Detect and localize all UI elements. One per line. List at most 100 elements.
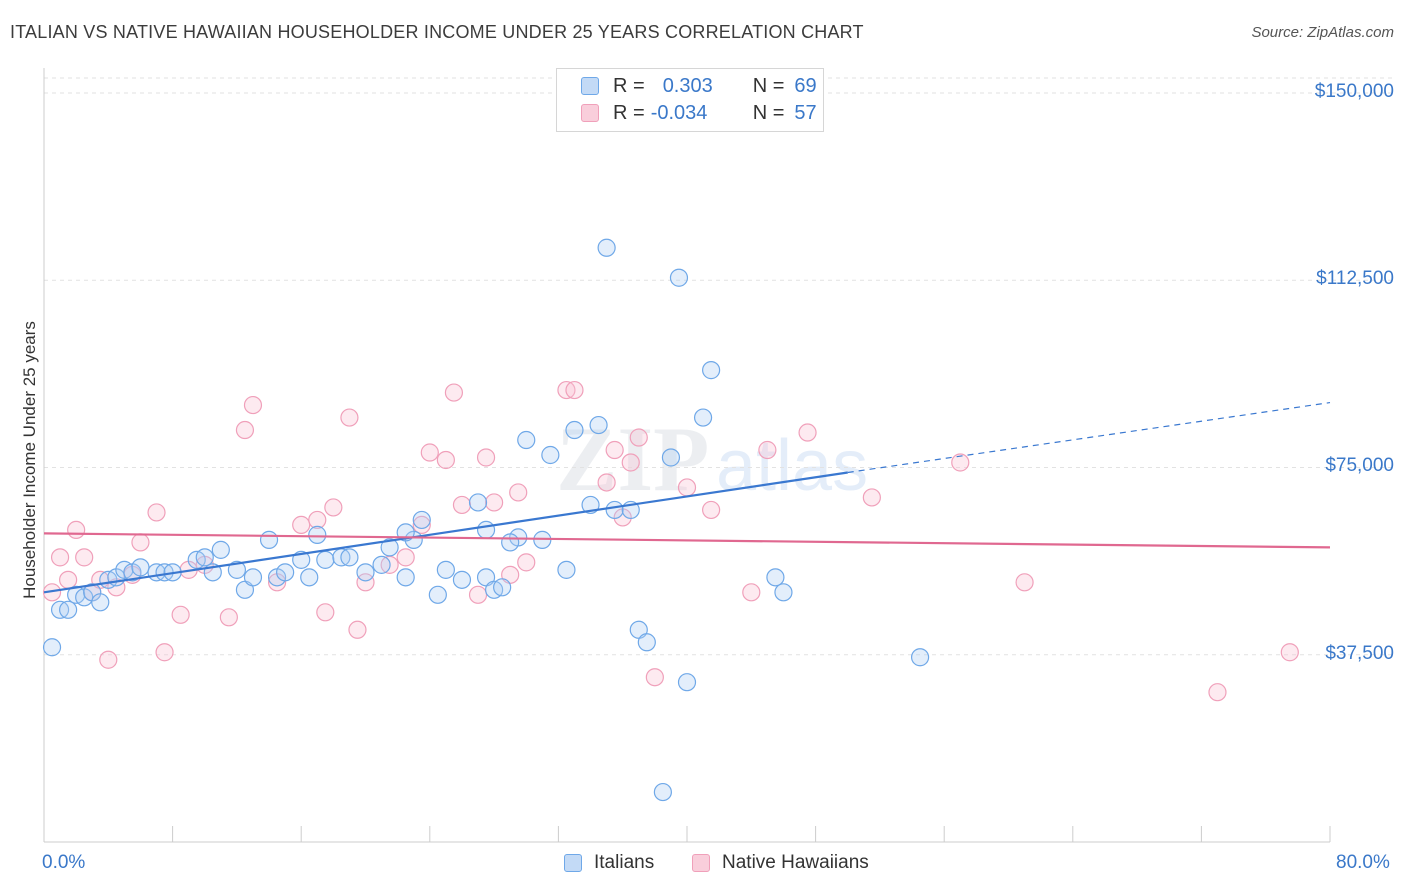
hawaiian-point — [75, 548, 94, 567]
axes — [43, 68, 1331, 843]
italian-point — [91, 593, 110, 612]
italian-point — [340, 548, 359, 567]
italian-point — [517, 430, 536, 450]
italian-point — [211, 540, 230, 559]
hawaiian-point — [50, 548, 70, 567]
hawaiian-point — [565, 380, 584, 400]
italian-point — [428, 585, 447, 604]
italians-r-label: R = — [613, 74, 645, 97]
bottom-legend-hawaiians: Native Hawaiians — [692, 852, 869, 874]
hawaiian-point — [219, 608, 238, 627]
italian-point — [637, 633, 656, 652]
italian-point — [669, 268, 689, 287]
italians-r-value: 0.303 — [662, 74, 713, 97]
italian-point — [42, 638, 62, 657]
hawaiian-point — [348, 620, 367, 639]
svg-text:atlas: atlas — [716, 426, 868, 506]
italians-n-value: 69 — [794, 74, 817, 97]
italian-point — [468, 493, 488, 512]
italian-point — [316, 550, 335, 569]
hawaiian-point — [436, 450, 455, 470]
italian-point — [436, 560, 455, 579]
legend-row-italians: R = 0.303 N = 69 — [581, 74, 817, 98]
italians-legend-label: Italians — [594, 852, 655, 873]
hawaiian-point — [1280, 643, 1299, 662]
hawaiian-point — [645, 668, 664, 687]
italian-point — [565, 420, 584, 440]
hawaiian-point — [243, 395, 263, 415]
hawaiians-n-label: N = — [752, 101, 785, 124]
hawaiian-point — [862, 488, 881, 507]
hawaiian-point — [468, 585, 488, 604]
hawaiian-point — [412, 515, 431, 535]
hawaiians-trend-line — [43, 532, 1331, 549]
hawaiian-point — [702, 500, 721, 520]
hawaiian-point — [1015, 573, 1034, 592]
italian-point — [380, 538, 399, 557]
y-tick-label: $75,000 — [1325, 455, 1394, 477]
italian-point — [227, 560, 246, 579]
y-tick-label: $37,500 — [1325, 642, 1394, 664]
italian-point — [195, 548, 214, 567]
italian-points — [42, 238, 930, 802]
italian-point — [501, 533, 520, 552]
italian-point — [259, 530, 279, 549]
italian-point — [597, 238, 616, 257]
hawaiian-point — [235, 420, 255, 440]
hawaiian-point — [1208, 683, 1227, 702]
chart-title: ITALIAN VS NATIVE HAWAIIAN HOUSEHOLDER I… — [10, 22, 864, 42]
italian-point — [276, 563, 295, 582]
hawaiian-point — [452, 495, 472, 515]
correlation-legend: R = 0.303 N = 69 R = -0.034 N = 57 — [556, 68, 824, 132]
italian-point — [452, 570, 472, 589]
italian-point — [605, 500, 624, 520]
italian-point — [653, 782, 672, 802]
hawaiian-point — [517, 553, 536, 572]
italian-point — [131, 558, 150, 577]
italian-point — [766, 568, 785, 587]
italians-legend-swatch — [564, 854, 582, 872]
hawaiian-point — [155, 643, 174, 662]
italian-point — [910, 648, 930, 667]
italian-point — [774, 583, 793, 602]
hawaiian-point — [67, 520, 86, 540]
hawaiian-point — [131, 533, 150, 552]
italian-point — [412, 510, 431, 530]
hawaiian-point — [171, 605, 190, 624]
zipatlas-watermark: ZIP atlas — [556, 408, 868, 510]
hawaiians-n-value: 57 — [794, 101, 817, 124]
italian-point — [59, 600, 78, 619]
hawaiian-point — [798, 423, 817, 442]
hawaiian-point — [509, 483, 528, 502]
trend-lines — [43, 401, 1331, 594]
italian-point — [693, 408, 713, 427]
bottom-legend-italians: Italians — [564, 852, 654, 874]
hawaiian-point — [59, 570, 78, 589]
italian-point — [677, 673, 697, 692]
source-credit: Source: ZipAtlas.com — [1251, 24, 1394, 41]
hawaiian-point — [292, 515, 311, 535]
hawaiian-point — [356, 573, 375, 592]
legend-row-hawaiians: R = -0.034 N = 57 — [581, 101, 817, 125]
y-axis-label: Householder Income Under 25 years — [20, 321, 39, 599]
hawaiians-legend-swatch — [692, 854, 710, 872]
hawaiian-point — [951, 453, 970, 472]
hawaiian-point — [485, 493, 504, 512]
hawaiian-point — [677, 478, 697, 497]
hawaiian-point — [324, 498, 343, 517]
italian-point — [372, 555, 391, 574]
italian-point — [589, 415, 608, 435]
hawaiian-point — [742, 583, 761, 602]
hawaiian-point — [308, 510, 327, 530]
x-tick-label-min: 0.0% — [42, 852, 86, 873]
y-tick-label: $112,500 — [1316, 268, 1394, 290]
italians-trend-line — [43, 471, 848, 594]
italian-point — [702, 361, 721, 380]
hawaiian-point — [629, 428, 648, 447]
italian-point — [243, 568, 263, 587]
italian-point — [476, 520, 496, 540]
italians-trend-extension — [847, 401, 1331, 474]
hawaiians-legend-label: Native Hawaiians — [722, 852, 869, 873]
hawaiian-point — [621, 453, 640, 472]
